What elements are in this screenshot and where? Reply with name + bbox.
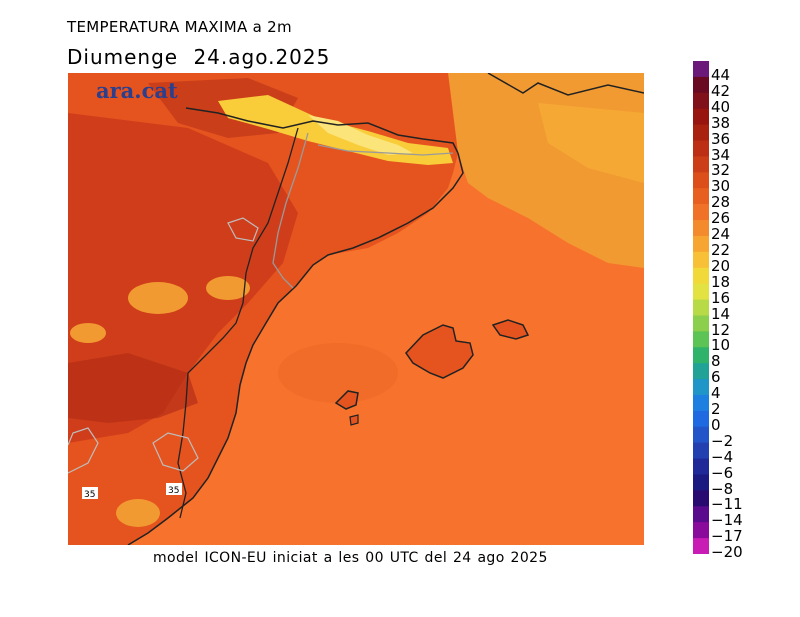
scale-label: 20 [711,256,731,275]
scale-swatch [693,299,709,316]
sea-warm-patch [278,343,398,403]
scale-label: −11 [711,495,743,514]
scale-swatch [693,267,709,285]
scale-label: 16 [711,288,731,307]
menorca-island [491,319,530,340]
scale-label: 44 [711,66,731,84]
contour-35-west [68,427,99,474]
scale-label: 36 [711,129,731,148]
scale-swatch [693,92,709,110]
scale-label: 22 [711,240,731,259]
ibiza-island [334,390,359,410]
scale-swatch [693,251,709,269]
scale-label: 18 [711,272,731,291]
scale-label: 34 [711,145,731,164]
model-run-note: model ICON-EU iniciat a les 00 UTC del 2… [153,550,548,566]
border-province [272,132,454,289]
chart-title: TEMPERATURA MAXIMA a 2m [67,18,292,36]
france-warm-band [538,103,644,183]
scale-label: −17 [711,527,743,546]
scale-swatch [693,331,709,348]
scale-label: −2 [711,431,734,450]
color-scale-bar [693,61,709,554]
scale-label: 26 [711,209,731,228]
scale-swatch [693,140,709,157]
scale-swatch [693,220,709,237]
scale-swatch [693,363,709,380]
scale-label: 2 [711,400,721,418]
scale-swatch [693,315,709,332]
scale-swatch [693,188,709,205]
scale-label: 14 [711,304,731,323]
scale-swatch [693,204,709,221]
scale-swatch [693,442,709,460]
scale-swatch [693,538,709,554]
temperature-map: 35 35 [68,73,644,545]
ara-cat-logo: ara.cat [96,78,178,103]
scale-swatch [693,426,709,444]
scale-label: 38 [711,113,731,132]
scale-swatch [693,235,709,253]
contour-35-north [227,217,259,242]
scale-label: 24 [711,225,731,243]
scale-label: 8 [711,352,721,371]
formentera-island [349,414,359,426]
scale-label: −6 [711,463,734,482]
scale-label: 32 [711,161,731,180]
scale-swatch [693,76,709,94]
hot-south [68,353,198,423]
contour-label-2: 35 [168,486,179,496]
mountain-patch-2 [206,276,250,300]
mountain-patch-3 [70,323,106,343]
scale-label: 30 [711,177,731,196]
scale-label: 4 [711,384,721,403]
scale-label: −14 [711,511,743,530]
color-scale-labels: 44 42 40 38 36 34 32 30 28 26 24 22 20 18 16 14 12 10 8 6 4 2… [711,61,771,560]
scale-swatch [693,61,709,78]
scale-swatch [693,124,709,142]
contour-35-south [152,432,199,472]
scale-label: 12 [711,320,731,339]
border-aragon-catalonia [177,127,299,519]
forecast-date: Diumenge 24.ago.2025 [67,45,331,69]
mountain-patch-4 [116,499,160,527]
scale-label: 6 [711,368,721,387]
scale-label: 10 [711,336,731,355]
scale-swatch [693,410,709,428]
scale-swatch [693,394,709,412]
scale-swatch [693,522,709,539]
contour-label-1: 35 [84,490,95,500]
contour-label-box-1 [82,487,98,499]
scale-label: −20 [711,543,743,562]
scale-label: 0 [711,415,721,434]
scale-swatch [693,379,709,396]
contour-label-box-2 [166,483,182,495]
scale-swatch [693,347,709,364]
map-canvas: 35 35 [68,73,644,545]
scale-label: −4 [711,447,734,466]
mountain-patch-1 [128,282,188,314]
scale-swatch [693,458,709,475]
scale-swatch [693,474,709,491]
scale-swatch [693,490,709,507]
scale-swatch [693,156,709,173]
scale-swatch [693,108,709,126]
scale-swatch [693,172,709,189]
border-france-spain [185,107,459,154]
scale-label: −8 [711,479,734,498]
scale-swatch [693,283,709,301]
scale-label: 42 [711,81,731,100]
coastline [127,73,644,545]
mallorca-island [405,324,474,379]
scale-label: 28 [711,193,731,212]
scale-swatch [693,506,709,523]
scale-label: 40 [711,97,731,116]
